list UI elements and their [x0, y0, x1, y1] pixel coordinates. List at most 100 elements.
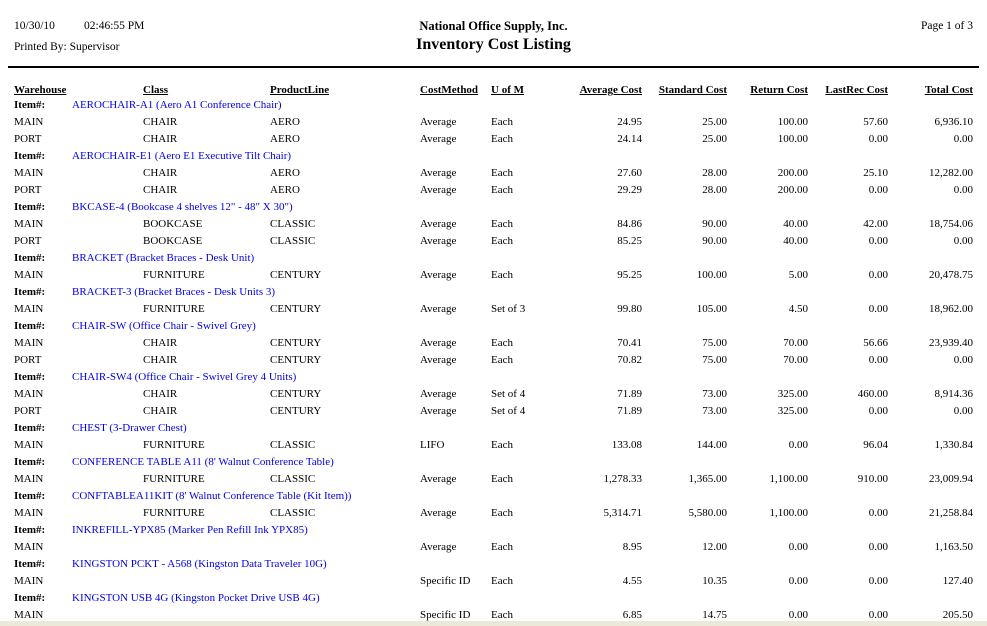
cell-uom: Each [491, 183, 513, 196]
cell-uom: Each [491, 336, 513, 349]
cell-class: CHAIR [143, 183, 178, 196]
cell-uom: Each [491, 608, 513, 621]
cell-average-cost: 71.89 [617, 404, 642, 417]
cell-total-cost: 1,163.50 [934, 540, 974, 553]
cell-average-cost: 84.86 [617, 217, 642, 230]
cell-product-line: CENTURY [270, 268, 322, 281]
cell-total-cost: 205.50 [942, 608, 973, 621]
cell-warehouse: PORT [14, 353, 42, 366]
cell-cost-method: Average [420, 217, 457, 230]
cell-standard-cost: 5,580.00 [688, 506, 728, 519]
cell-product-line: AERO [270, 115, 300, 128]
warehouse-data-row: MAIN FURNITURE CENTURY Average Each 95.25 100.… [0, 266, 987, 283]
warehouse-data-row: MAIN CHAIR CENTURY Average Each 70.41 75.00 70.… [0, 334, 987, 351]
cell-return-cost: 70.00 [783, 353, 808, 366]
item-header-row: Item#: CHAIR-SW4 (Office Chair - Swivel G… [0, 368, 987, 385]
column-header-costmethod: CostMethod [420, 84, 479, 96]
warehouse-data-row: PORT BOOKCASE CLASSIC Average Each 85.25 90.00… [0, 232, 987, 249]
item-header-row: Item#: BKCASE-4 (Bookcase 4 shelves 12" -… [0, 198, 987, 215]
cell-lastrec-cost: 460.00 [857, 387, 888, 400]
cell-return-cost: 0.00 [788, 438, 808, 451]
cell-cost-method: Average [420, 115, 457, 128]
cell-uom: Each [491, 234, 513, 247]
item-code-description: CONFTABLEA11KIT (8' Walnut Conference Ta… [72, 489, 352, 502]
item-number-label: Item#: [14, 149, 46, 162]
cell-warehouse: MAIN [14, 387, 44, 400]
item-number-label: Item#: [14, 591, 46, 604]
warehouse-data-row: MAIN CHAIR AERO Average Each 27.60 28.00 200.00… [0, 164, 987, 181]
cell-warehouse: MAIN [14, 506, 44, 519]
cell-lastrec-cost: 0.00 [868, 302, 888, 315]
warehouse-data-row: MAIN BOOKCASE CLASSIC Average Each 84.86 90.00… [0, 215, 987, 232]
cell-return-cost: 200.00 [777, 183, 808, 196]
item-header-row: Item#: CHEST (3-Drawer Chest) [0, 419, 987, 436]
column-header-u-of-m: U of M [491, 84, 524, 96]
cell-total-cost: 12,282.00 [929, 166, 973, 179]
cell-average-cost: 27.60 [617, 166, 642, 179]
item-header-row: Item#: AEROCHAIR-A1 (Aero A1 Conference C… [0, 96, 987, 113]
item-header-row: Item#: BRACKET (Bracket Braces - Desk Uni… [0, 249, 987, 266]
cell-warehouse: MAIN [14, 438, 44, 451]
cell-standard-cost: 75.00 [702, 336, 727, 349]
page-indicator: Page 1 of 3 [920, 20, 973, 32]
cell-return-cost: 325.00 [777, 387, 808, 400]
column-header-warehouse: Warehouse [14, 84, 67, 96]
cell-lastrec-cost: 56.66 [863, 336, 888, 349]
item-code-description: INKREFILL-YPX85 (Marker Pen Refill Ink Y… [72, 523, 308, 536]
cell-standard-cost: 28.00 [702, 183, 727, 196]
cell-standard-cost: 1,365.00 [688, 472, 728, 485]
cell-warehouse: MAIN [14, 217, 44, 230]
warehouse-data-row: MAIN CHAIR AERO Average Each 24.95 25.00 100.00… [0, 113, 987, 130]
cell-total-cost: 18,754.06 [929, 217, 973, 230]
cell-average-cost: 133.08 [611, 438, 642, 451]
cell-class: CHAIR [143, 132, 178, 145]
cell-uom: Each [491, 217, 513, 230]
cell-class: CHAIR [143, 115, 178, 128]
cell-cost-method: Specific ID [420, 574, 471, 587]
cell-class [143, 538, 270, 555]
cell-class: BOOKCASE [143, 217, 203, 230]
cell-warehouse: PORT [14, 183, 42, 196]
cell-class: FURNITURE [143, 438, 205, 451]
item-code-description: BRACKET (Bracket Braces - Desk Unit) [72, 251, 255, 264]
cell-cost-method: Average [420, 387, 457, 400]
cell-warehouse: MAIN [14, 336, 44, 349]
cell-total-cost: 0.00 [953, 404, 973, 417]
cell-total-cost: 8,914.36 [934, 387, 974, 400]
cell-class: CHAIR [143, 387, 178, 400]
cell-standard-cost: 25.00 [702, 132, 727, 145]
cell-standard-cost: 90.00 [702, 234, 727, 247]
column-header-return-cost: Return Cost [750, 84, 808, 96]
item-header-row: Item#: BRACKET-3 (Bracket Braces - Desk U… [0, 283, 987, 300]
cell-cost-method: Average [420, 132, 457, 145]
cell-standard-cost: 10.35 [702, 574, 727, 587]
cell-total-cost: 6,936.10 [934, 115, 974, 128]
cell-class: FURNITURE [143, 472, 205, 485]
cell-uom: Each [491, 506, 513, 519]
cell-return-cost: 325.00 [777, 404, 808, 417]
cell-return-cost: 200.00 [777, 166, 808, 179]
cell-lastrec-cost: 25.10 [863, 166, 888, 179]
cell-average-cost: 4.55 [622, 574, 642, 587]
item-code-description: CHAIR-SW4 (Office Chair - Swivel Grey 4 … [72, 370, 297, 383]
item-header-row: Item#: CONFTABLEA11KIT (8' Walnut Confere… [0, 487, 987, 504]
cell-product-line: AERO [270, 132, 300, 145]
cell-return-cost: 1,100.00 [769, 472, 809, 485]
page-title: Inventory Cost Listing [416, 36, 571, 53]
cell-product-line: CENTURY [270, 302, 322, 315]
cell-product-line: CLASSIC [270, 506, 316, 519]
cell-standard-cost: 75.00 [702, 353, 727, 366]
cell-uom: Each [491, 268, 513, 281]
cell-warehouse: MAIN [14, 540, 44, 553]
warehouse-data-row: PORT CHAIR CENTURY Average Set of 4 71.89 73.0… [0, 402, 987, 419]
warehouse-data-row: MAIN FURNITURE CLASSIC Average Each 1,278.33 1… [0, 470, 987, 487]
cell-lastrec-cost: 0.00 [868, 183, 888, 196]
company-name: National Office Supply, Inc. [419, 19, 568, 33]
cell-warehouse: MAIN [14, 302, 44, 315]
cell-cost-method: Average [420, 166, 457, 179]
column-header-standard-cost: Standard Cost [658, 84, 727, 96]
cell-product-line: CLASSIC [270, 472, 316, 485]
cell-class: FURNITURE [143, 268, 205, 281]
item-number-label: Item#: [14, 370, 46, 383]
cell-uom: Set of 4 [491, 387, 526, 400]
